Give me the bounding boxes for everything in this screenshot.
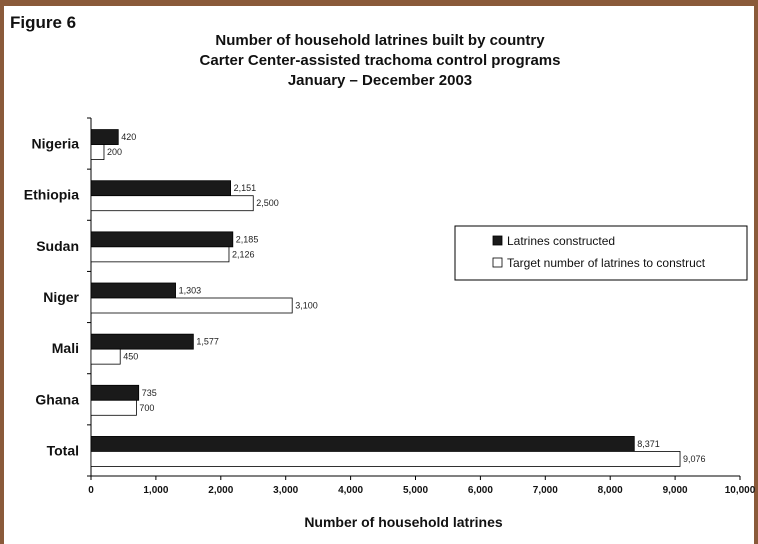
data-label: 1,577: [196, 337, 219, 347]
data-label: 8,371: [637, 439, 660, 449]
bar-target-latrines: [90, 399, 137, 416]
legend-box: [454, 225, 748, 281]
data-label: 420: [121, 132, 136, 142]
category-label: Ethiopia: [24, 187, 79, 203]
chart-title-line-2: Carter Center-assisted trachoma control …: [199, 52, 561, 69]
x-tick-label: 3,000: [273, 485, 298, 496]
data-label: 450: [123, 352, 138, 362]
data-label: 2,500: [256, 198, 279, 208]
x-tick-label: 4,000: [338, 485, 363, 496]
x-tick-label: 1,000: [143, 485, 168, 496]
bar-target-latrines: [90, 144, 105, 160]
bar-target-latrines: [90, 451, 681, 467]
bar-latrines-constructed: [90, 384, 140, 401]
bar-latrines-constructed: [90, 129, 119, 145]
data-label: 3,100: [295, 301, 318, 311]
bar-target-latrines: [90, 195, 254, 212]
legend-swatch-latrines-constructed: [492, 235, 503, 246]
bar-target-latrines: [90, 348, 121, 365]
bar-latrines-constructed: [90, 333, 194, 350]
data-label: 1,303: [179, 286, 202, 296]
category-label: Sudan: [36, 238, 79, 254]
chart-title-line-3: January – December 2003: [287, 72, 473, 89]
bar-latrines-constructed: [90, 436, 635, 452]
plot-area: 0 1,000 2,000 3,000 4,000 5,000 6,000 7,000 8,00…: [24, 117, 756, 530]
data-label: 700: [139, 403, 154, 413]
x-tick-label: 0: [88, 485, 94, 496]
x-tick-label: 9,000: [663, 485, 688, 496]
bar-latrines-constructed: [90, 282, 176, 299]
x-tick-label: 8,000: [598, 485, 623, 496]
category-label: Ghana: [35, 391, 79, 407]
x-tick-label: 7,000: [533, 485, 558, 496]
data-label: 2,126: [232, 249, 255, 259]
category-label: Nigeria: [32, 136, 80, 152]
x-tick-label: 2,000: [208, 485, 233, 496]
data-label: 9,076: [683, 454, 706, 464]
data-label: 2,151: [234, 183, 257, 193]
chart-title-line-1: Number of household latrines built by co…: [215, 32, 545, 49]
category-label: Total: [47, 442, 79, 458]
legend-swatch-target-latrines: [492, 257, 503, 268]
bar-target-latrines: [90, 246, 230, 263]
x-axis-title: Number of household latrines: [304, 514, 503, 530]
figure-label: Figure 6: [10, 13, 77, 32]
data-label: 2,185: [236, 234, 259, 244]
category-label: Niger: [43, 289, 79, 305]
category-label: Mali: [52, 340, 79, 356]
data-label: 735: [142, 388, 157, 398]
bar-latrines-constructed: [90, 231, 234, 248]
legend-label-target-latrines: Target number of latrines to construct: [507, 256, 706, 270]
x-tick-label: 6,000: [468, 485, 493, 496]
data-label: 200: [107, 147, 122, 157]
bar-latrines-constructed: [90, 180, 231, 197]
x-tick-label: 5,000: [403, 485, 428, 496]
x-tick-label: 10,000: [725, 485, 756, 496]
bar-target-latrines: [90, 297, 293, 314]
legend-label-latrines-constructed: Latrines constructed: [507, 234, 615, 248]
